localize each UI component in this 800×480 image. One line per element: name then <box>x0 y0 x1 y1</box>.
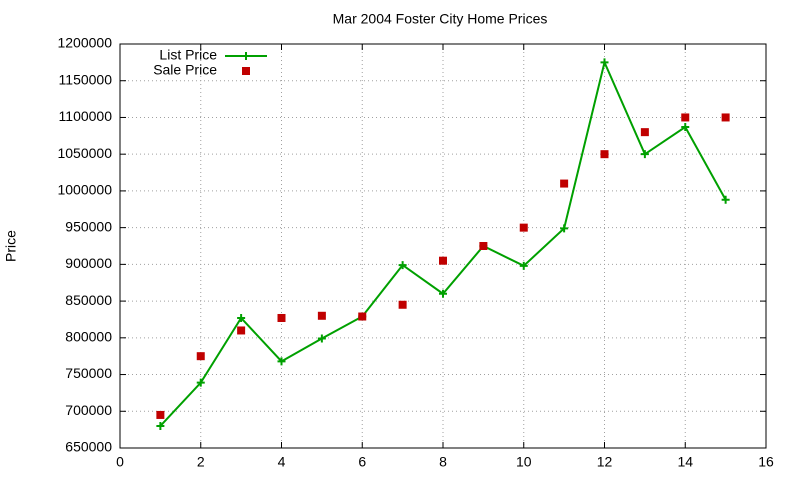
data-point <box>721 195 730 204</box>
data-point <box>277 313 286 322</box>
y-tick-label: 700000 <box>65 402 112 418</box>
data-point <box>439 289 447 298</box>
x-tick-label: 14 <box>677 454 693 470</box>
x-tick-label: 0 <box>116 454 124 470</box>
data-point <box>479 242 488 250</box>
y-tick-label: 800000 <box>65 329 112 345</box>
data-point <box>560 224 569 233</box>
data-point <box>640 150 649 159</box>
legend-marker <box>242 67 250 75</box>
data-point <box>196 378 205 387</box>
data-point <box>317 311 326 320</box>
data-point <box>237 313 246 322</box>
x-tick-label: 6 <box>358 454 366 470</box>
y-tick-label: 1200000 <box>57 35 112 51</box>
data-point <box>156 421 165 430</box>
x-tick-label: 10 <box>516 454 532 470</box>
data-point <box>640 128 649 137</box>
y-tick-label: 950000 <box>65 218 112 234</box>
data-point <box>600 150 609 159</box>
data-point <box>519 223 528 232</box>
data-point <box>398 261 407 270</box>
data-point <box>156 410 165 419</box>
data-point <box>196 352 205 361</box>
x-tick-label: 8 <box>439 454 447 470</box>
y-tick-label: 650000 <box>65 439 112 455</box>
data-point <box>317 334 326 343</box>
x-tick-label: 16 <box>758 454 774 470</box>
data-point <box>681 113 690 122</box>
legend-marker <box>242 52 250 60</box>
data-point <box>721 113 730 122</box>
y-tick-label: 1050000 <box>57 145 112 161</box>
y-tick-label: 850000 <box>65 292 112 308</box>
data-point <box>398 300 407 309</box>
data-point <box>237 326 246 335</box>
y-tick-label: 1000000 <box>57 182 112 198</box>
y-tick-label: 750000 <box>65 365 112 381</box>
x-tick-label: 4 <box>278 454 286 470</box>
x-tick-label: 2 <box>197 454 205 470</box>
data-point <box>519 261 528 270</box>
y-tick-label: 1150000 <box>59 71 113 87</box>
chart-title: Mar 2004 Foster City Home Prices <box>333 11 548 27</box>
data-point <box>358 312 367 321</box>
y-tick-label: 1100000 <box>59 108 113 124</box>
data-point <box>560 179 569 188</box>
data-point <box>277 357 286 366</box>
data-point <box>600 58 609 67</box>
data-point <box>681 123 690 132</box>
legend-label: List Price <box>159 47 217 63</box>
y-axis-label: Price <box>3 230 19 262</box>
x-tick-label: 12 <box>597 454 613 470</box>
legend-label: Sale Price <box>153 62 217 78</box>
y-tick-label: 900000 <box>65 255 112 271</box>
plot-border <box>119 43 767 449</box>
data-point <box>439 256 447 265</box>
